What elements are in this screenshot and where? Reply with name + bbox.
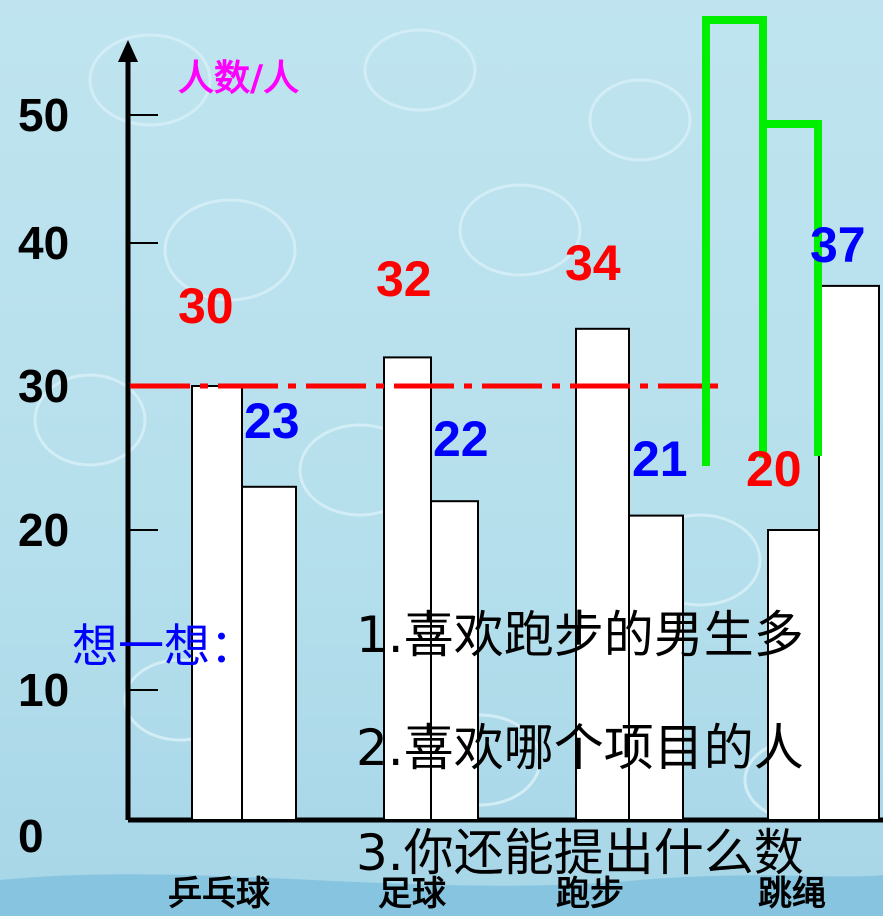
question-1: 1.喜欢跑步的男生多	[356, 606, 804, 664]
overlay-outline	[702, 16, 767, 466]
category-labels: 乒乓球 足球 跑步 跳绳	[168, 874, 826, 914]
bar	[191, 385, 243, 821]
bar	[767, 529, 820, 821]
y-tick-label: 40	[18, 217, 69, 269]
y-tick-label: 30	[18, 360, 69, 412]
value-label: 22	[433, 411, 489, 467]
bar	[383, 356, 432, 821]
category-label: 跳绳	[758, 874, 826, 914]
bar	[241, 485, 297, 821]
question-2: 2.喜欢哪个项目的人	[356, 719, 804, 777]
bar	[818, 284, 880, 821]
value-label: 37	[810, 217, 866, 273]
y-tick-label: 0	[18, 810, 44, 862]
value-labels: 30 32 34 20 23 22 21 37	[178, 217, 866, 497]
bottom-wave	[0, 874, 883, 916]
bar	[628, 514, 684, 821]
y-axis-unit-label: 人数/人	[178, 58, 299, 99]
value-label: 23	[244, 393, 300, 449]
y-axis-arrow	[118, 40, 138, 62]
value-label: 32	[376, 251, 432, 307]
prompt-label: 想一想：	[72, 619, 256, 673]
y-tick-label: 10	[18, 664, 69, 716]
overlay-outline	[763, 120, 822, 456]
bar	[430, 500, 479, 821]
question-3: 3.你还能提出什么数	[356, 824, 804, 882]
y-tick-label: 20	[18, 504, 69, 556]
value-label: 21	[632, 431, 688, 487]
bars	[191, 284, 880, 821]
category-label: 足球	[378, 874, 447, 914]
value-label: 20	[746, 441, 802, 497]
overlay-shape	[702, 16, 822, 466]
category-label: 跑步	[556, 874, 624, 914]
y-ticks: 50 40 30 20 10 0	[18, 89, 158, 862]
value-label: 34	[565, 235, 621, 291]
category-label: 乒乓球	[168, 874, 271, 914]
value-label: 30	[178, 278, 234, 334]
y-tick-label: 50	[18, 89, 69, 141]
